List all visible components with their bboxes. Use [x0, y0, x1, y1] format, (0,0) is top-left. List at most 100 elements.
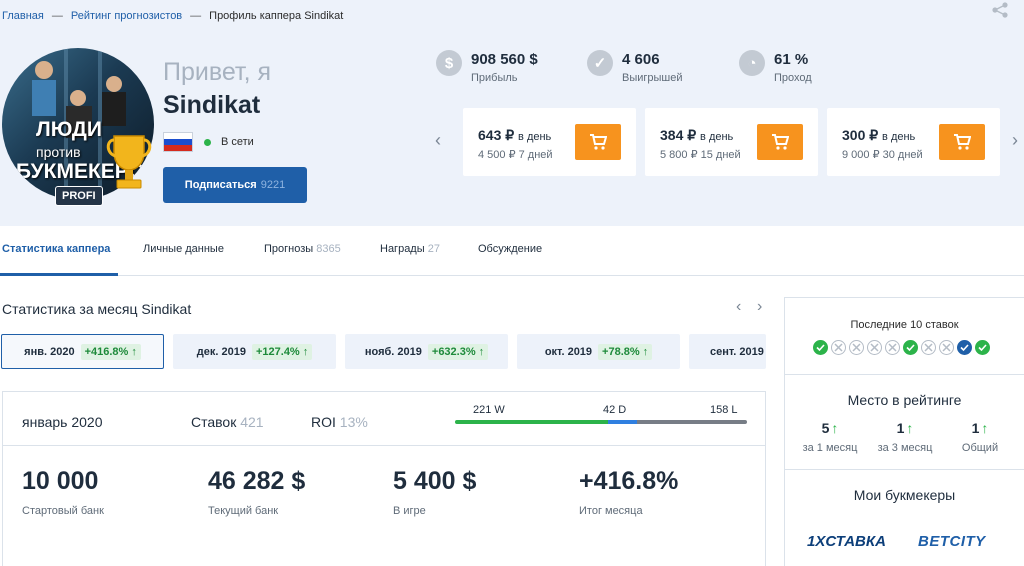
bookmakers-title: Мои букмекеры [853, 487, 956, 503]
month-result-value: +416.8% [84, 345, 129, 358]
month-label: дек. 2019 [196, 345, 246, 358]
online-status-dot [204, 139, 211, 146]
current-bank-value: 46 282 $ [208, 467, 306, 495]
month-label: окт. 2019 [544, 345, 593, 358]
tab-predictions[interactable]: Прогнозы 8365 [264, 243, 341, 255]
pie-chart-icon: ◔ [739, 50, 765, 76]
breadcrumb-separator: — [51, 10, 63, 22]
plan-price-unit: в день [882, 131, 916, 143]
stat-profit: $ 908 560 $ Прибыль [436, 50, 576, 90]
buy-plan-button[interactable] [939, 124, 985, 160]
plan-price: 643 ₽ [478, 127, 515, 143]
bet-loss-icon [831, 340, 846, 355]
bet-win-icon [903, 340, 918, 355]
breadcrumb-home-link[interactable]: Главная [2, 10, 44, 22]
subscription-plan-30d: 300 ₽ в день 9 000 ₽ 30 дней [827, 108, 1000, 176]
bookmaker-logo-betcity[interactable]: BETCITY [918, 533, 986, 550]
divider [785, 374, 1024, 375]
breadcrumb-rating-link[interactable]: Рейтинг прогнозистов [70, 10, 183, 22]
month-card[interactable]: нояб. 2019 +632.3% ↑ [345, 334, 508, 369]
checkmark-icon: ✓ [587, 50, 613, 76]
in-play-value: 5 400 $ [393, 467, 477, 495]
bets-count: Ставок 421 [191, 414, 264, 430]
tab-awards[interactable]: Награды 27 [380, 243, 440, 255]
avatar-caption-line1: ЛЮДИ [36, 118, 102, 141]
divider [785, 469, 1024, 470]
month-result-value: +78.8% [602, 345, 640, 358]
roi: ROI 13% [311, 414, 368, 430]
subscriber-count: 9221 [260, 179, 286, 191]
month-card[interactable]: сент. 2019 [689, 334, 766, 369]
bookmaker-logo-1xstavka[interactable]: 1XСТАВКА [807, 533, 886, 550]
buy-plan-button[interactable] [757, 124, 803, 160]
avatar-caption-line2: против [36, 144, 81, 160]
plans-next-arrow-icon[interactable]: › [1012, 130, 1018, 150]
current-bank-label: Текущий банк [208, 505, 279, 517]
months-prev-arrow-icon[interactable]: ‹ [736, 298, 742, 315]
bet-draw-icon [957, 340, 972, 355]
bet-loss-icon [849, 340, 864, 355]
plan-total: 9 000 ₽ 30 дней [842, 149, 923, 161]
month-label: нояб. 2019 [364, 345, 422, 358]
month-card[interactable]: янв. 2020 +416.8% ↑ [1, 334, 164, 369]
last-bets-indicators [813, 340, 990, 355]
cart-icon [590, 134, 607, 150]
arrow-up-icon: ↑ [131, 345, 137, 358]
profile-greeting: Привет, я [163, 58, 272, 86]
in-play-label: В игре [393, 505, 426, 517]
profile-username: Sindikat [163, 91, 261, 119]
month-result: +127.4% ↑ [251, 343, 313, 360]
win-draw-loss-bar [455, 420, 747, 424]
plans-prev-arrow-icon[interactable]: ‹ [435, 130, 441, 150]
share-icon[interactable] [990, 2, 1010, 18]
plan-price: 300 ₽ [842, 127, 879, 143]
plan-total: 5 800 ₽ 15 дней [660, 149, 741, 161]
stat-wins: ✓ 4 606 Выигрышей [587, 50, 727, 90]
bets-value: 421 [240, 414, 264, 430]
stat-value: 908 560 $ [471, 51, 538, 68]
wins-count: 221 W [473, 404, 505, 416]
subscription-plan-15d: 384 ₽ в день 5 800 ₽ 15 дней [645, 108, 818, 176]
rank-value: 5 [821, 420, 830, 436]
bets-label: Ставок [191, 414, 237, 430]
bet-loss-icon [939, 340, 954, 355]
subscription-plan-7d: 643 ₽ в день 4 500 ₽ 7 дней [463, 108, 636, 176]
tab-discussion[interactable]: Обсуждение [478, 243, 542, 255]
rank-value: 1 [971, 420, 980, 436]
active-tab-indicator [0, 273, 118, 276]
month-card[interactable]: окт. 2019 +78.8% ↑ [517, 334, 680, 369]
buy-plan-button[interactable] [575, 124, 621, 160]
right-sidebar: Последние 10 ставок Место в рейтинге 5 ↑ … [784, 297, 1024, 566]
bet-win-icon [975, 340, 990, 355]
trophy-icon [106, 135, 152, 189]
months-next-arrow-icon[interactable]: › [757, 298, 763, 315]
tab-personal-data[interactable]: Личные данные [143, 243, 224, 255]
bet-win-icon [813, 340, 828, 355]
arrow-up-icon: ↑ [302, 345, 309, 358]
month-card[interactable]: дек. 2019 +127.4% ↑ [173, 334, 336, 369]
arrow-up-icon: ↑ [906, 420, 914, 436]
rank-3-months: 1 ↑ за 3 месяц [865, 420, 945, 454]
draws-segment [608, 420, 638, 424]
breadcrumb-current: Профиль каппера Sindikat [209, 10, 344, 22]
month-result: +416.8% ↑ [80, 343, 141, 360]
start-bank-label: Стартовый банк [22, 505, 104, 517]
roi-value: 13% [339, 414, 368, 430]
start-bank-value: 10 000 [22, 467, 99, 495]
month-result-value: +416.8% [579, 467, 679, 495]
month-label: сент. 2019 [710, 345, 764, 358]
month-label: янв. 2020 [24, 345, 75, 358]
month-result-value: +632.3% [431, 345, 476, 358]
divider [3, 445, 765, 446]
breadcrumb: Главная — Рейтинг прогнозистов — Профиль… [2, 10, 343, 22]
losses-count: 158 L [710, 404, 738, 416]
online-status-label: В сети [221, 136, 254, 148]
subscribe-button[interactable]: Подписаться 9221 [163, 167, 307, 203]
rank-value: 1 [896, 420, 905, 436]
bet-loss-icon [885, 340, 900, 355]
selected-month: январь 2020 [22, 414, 103, 430]
rank-title: Место в рейтинге [847, 392, 962, 408]
tab-statistics[interactable]: Статистика каппера [2, 243, 110, 255]
arrow-up-icon: ↑ [981, 420, 989, 436]
wins-segment [455, 420, 609, 424]
